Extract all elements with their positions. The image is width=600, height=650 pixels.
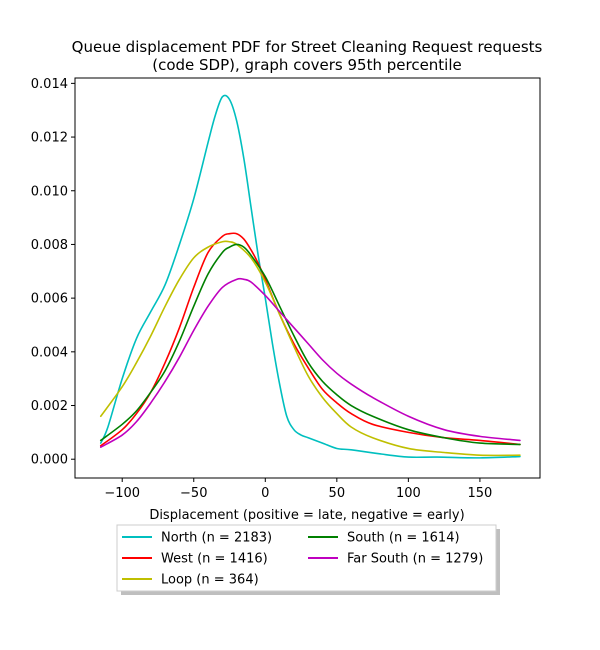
series-line-loop: [99, 240, 521, 457]
y-tick-label: 0.000: [31, 453, 68, 468]
x-tick-label: −100: [104, 486, 140, 501]
y-tick-label: 0.004: [31, 345, 68, 360]
y-tick-label: 0.010: [31, 184, 68, 199]
y-tick-label: 0.008: [31, 238, 68, 253]
x-tick-label: 150: [467, 486, 492, 501]
legend-items: North (n = 2183) West (n = 1416) Loop (n =…: [122, 531, 483, 588]
x-tick-label: −50: [180, 486, 207, 501]
chart-title-line1: Queue displacement PDF for Street Cleani…: [72, 38, 543, 56]
x-axis-ticks: −100 −50 0 50 100 150: [104, 478, 492, 501]
legend-label-west: West (n = 1416): [161, 552, 268, 567]
series-line-south: [99, 243, 521, 446]
plot-frame: [74, 77, 541, 479]
legend-label-south: South (n = 1614): [347, 531, 460, 546]
legend-label-far-south: Far South (n = 1279): [347, 552, 483, 567]
series-line-north: [99, 94, 521, 459]
legend: North (n = 2183) West (n = 1416) Loop (n =…: [116, 524, 500, 595]
y-tick-label: 0.002: [31, 399, 68, 414]
y-axis-ticks: 0.000 0.002 0.004 0.006 0.008 0.010 0.012 0.014: [31, 77, 75, 468]
x-axis-label: Displacement (positive = late, negative …: [149, 508, 464, 523]
chart-title-line2: (code SDP), graph covers 95th percentile: [152, 56, 462, 74]
series-layer: [99, 94, 521, 459]
x-tick-label: 50: [329, 486, 346, 501]
x-tick-label: 100: [396, 486, 421, 501]
series-line-west: [99, 232, 521, 447]
legend-label-north: North (n = 2183): [161, 531, 272, 546]
y-tick-label: 0.006: [31, 292, 68, 307]
x-tick-label: 0: [261, 486, 269, 501]
series-line-far-south: [99, 277, 521, 448]
y-tick-label: 0.012: [31, 131, 68, 146]
legend-label-loop: Loop (n = 364): [161, 573, 259, 588]
y-tick-label: 0.014: [31, 77, 68, 92]
legend-box: [116, 524, 497, 592]
